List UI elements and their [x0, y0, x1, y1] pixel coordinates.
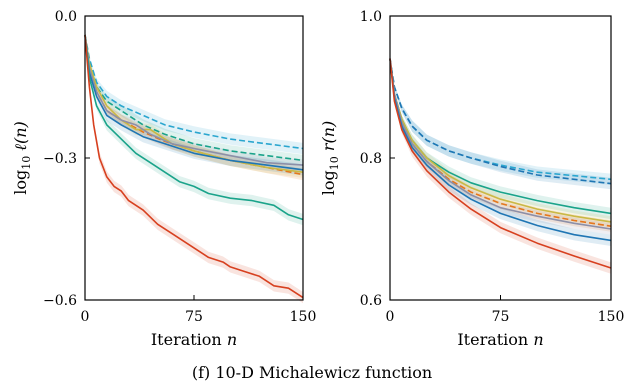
series-line: [389, 58, 612, 269]
x-axis-label-left: Iteration n: [151, 330, 237, 349]
series-band: [390, 58, 611, 190]
x-tick-label: 0: [386, 309, 395, 325]
series-line: [84, 34, 304, 150]
series-band: [390, 58, 611, 185]
series-line: [84, 34, 304, 166]
series-line: [84, 34, 304, 299]
series-line: [389, 58, 612, 185]
y-tick-label: −0.3: [43, 151, 77, 167]
x-tick-label: 0: [81, 309, 90, 325]
x-tick-label: 75: [492, 309, 510, 325]
y-axis-label-right: log10 r(n): [319, 121, 341, 196]
x-axis-label-right: Iteration n: [457, 330, 543, 349]
series-band: [85, 34, 303, 171]
figure-caption: (f) 10-D Michalewicz function: [192, 363, 432, 382]
chart-right: 0 75 150 0.6 0.8 1.0 Iteration n log10 r(n): [319, 9, 624, 349]
x-tick-label: 150: [598, 309, 624, 325]
x-tick-label: 75: [185, 309, 203, 325]
y-tick-label: 0.0: [55, 9, 77, 25]
series-band: [85, 34, 303, 167]
axis-ticks-left: 0 75 150 −0.6 −0.3 0.0: [43, 9, 316, 325]
series-line: [389, 58, 612, 230]
series-band: [85, 34, 303, 176]
series-band: [390, 58, 611, 228]
x-tick-label: 150: [290, 309, 317, 325]
chart-left: 0 75 150 −0.6 −0.3 0.0 Iteration n log10 ℓ(n): [11, 9, 316, 349]
series-line: [84, 34, 304, 171]
y-tick-label: 0.8: [360, 151, 382, 167]
series-band: [390, 58, 611, 220]
series-lines-left: [84, 34, 304, 299]
y-axis-label-left: log10 ℓ(n): [11, 121, 33, 195]
series-line: [389, 58, 612, 181]
confidence-bands-left: [85, 34, 303, 304]
y-tick-label: 0.6: [360, 293, 382, 309]
y-tick-label: 1.0: [360, 9, 382, 25]
series-band: [85, 34, 303, 304]
y-tick-label: −0.6: [43, 293, 77, 309]
series-lines-right: [389, 58, 612, 269]
series-band: [390, 58, 611, 274]
series-line: [84, 34, 304, 221]
series-line: [389, 58, 612, 242]
axis-ticks-right: 0 75 150 0.6 0.8 1.0: [360, 9, 624, 325]
series-band: [85, 34, 303, 155]
